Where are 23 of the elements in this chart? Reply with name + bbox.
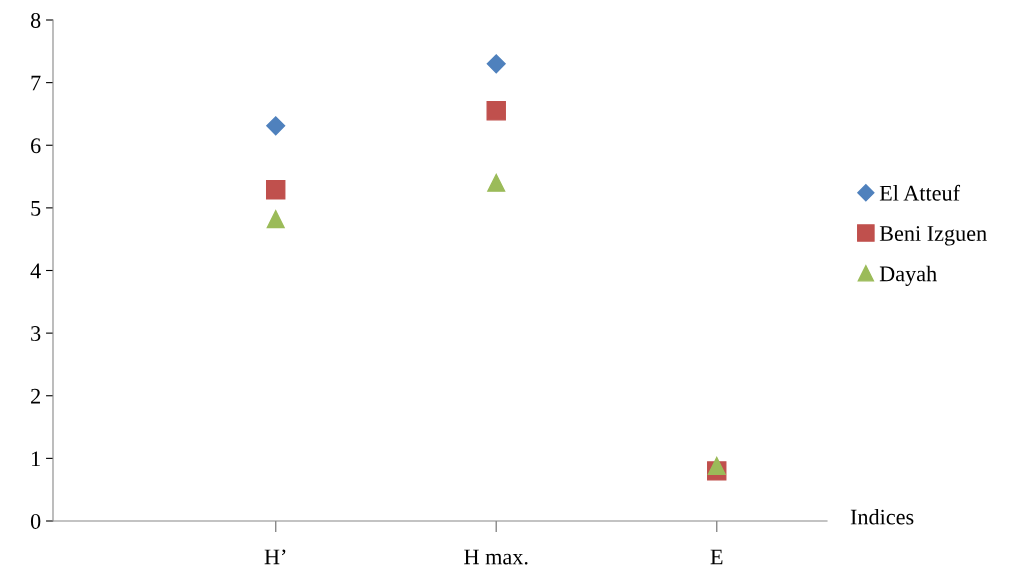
point [487,173,506,192]
x-tick-label: E [710,549,723,565]
x-tick-label: H max. [464,549,528,565]
point [486,101,506,121]
x-tick-label: H’ [264,549,286,565]
legend-label: Beni Izguen [879,226,987,246]
point [707,456,726,475]
legend-label: El Atteuf [879,184,961,201]
y-tick-label: 5 [31,201,41,216]
point [265,179,286,200]
y-tick-label: 3 [31,326,41,342]
y-tick-label: 6 [31,138,41,154]
y-tick-label: 4 [30,263,41,279]
point [266,210,285,229]
point [266,116,286,136]
x-axis-title: Indices [850,508,914,525]
y-tick-label: 7 [31,75,41,91]
y-tick-label: 8 [30,12,41,28]
y-tick-label: 1 [32,451,40,467]
y-tick-label: 2 [31,388,40,404]
point [486,54,506,74]
y-tick-label: 0 [30,513,41,529]
legend-label: Dayah [879,265,937,286]
